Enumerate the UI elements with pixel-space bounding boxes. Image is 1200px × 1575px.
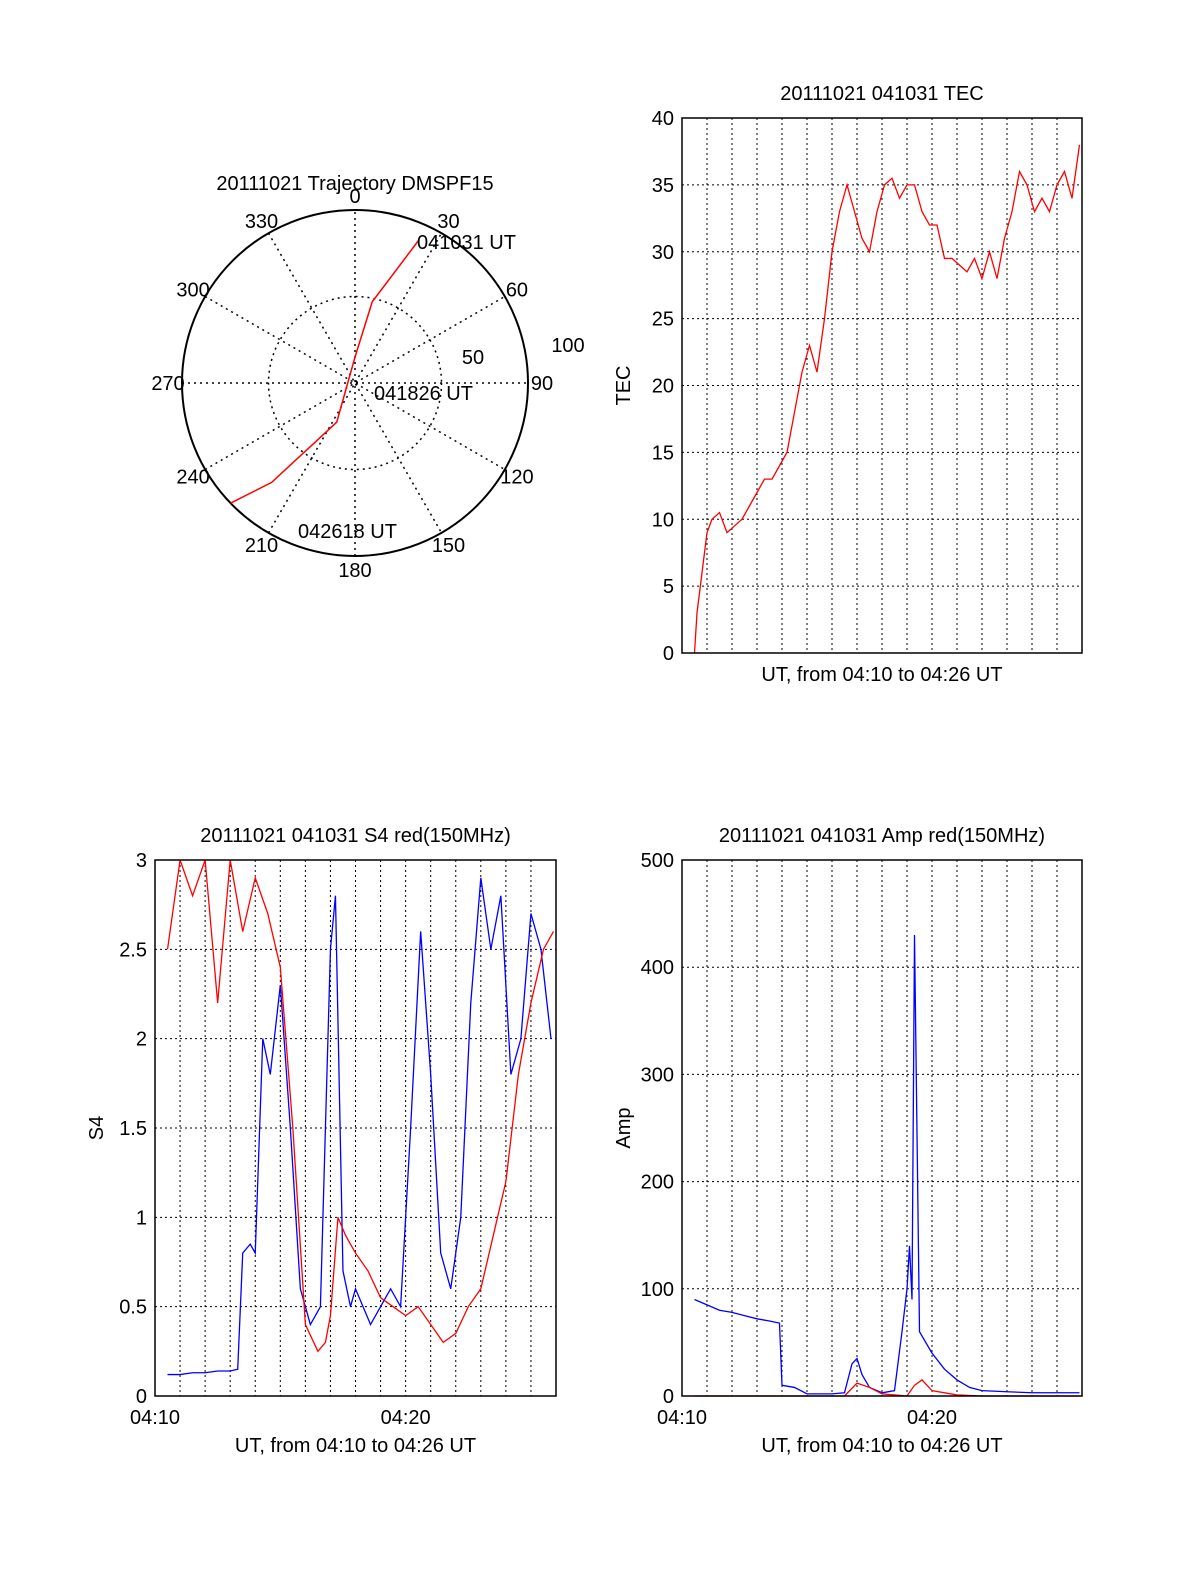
- s4-ytick-label: 3: [136, 850, 147, 872]
- polar-angle-label: 30: [437, 211, 459, 233]
- s4-ytick-label: 0: [136, 1386, 147, 1408]
- s4-xtick-label: 04:10: [130, 1407, 180, 1429]
- amp-ytick-label: 0: [663, 1386, 674, 1408]
- polar-angle-label: 150: [432, 535, 465, 557]
- polar-angle-label: 60: [506, 280, 528, 302]
- s4-ytick-label: 0.5: [119, 1297, 147, 1319]
- s4-ytick-label: 2: [136, 1029, 147, 1051]
- trajectory-start-label: 041031 UT: [417, 232, 516, 254]
- tec-ytick-label: 0: [663, 643, 674, 665]
- tec-ytick-label: 25: [652, 309, 674, 331]
- polar-angle-label: 0: [349, 186, 360, 208]
- s4-xtick-label: 04:20: [381, 1407, 431, 1429]
- tec-ytick-label: 35: [652, 175, 674, 197]
- polar-angle-label: 90: [531, 373, 553, 395]
- polar-spoke: [204, 295, 506, 471]
- polar-spoke: [204, 295, 506, 471]
- s4-ylabel: S4: [86, 1116, 108, 1140]
- s4-ytick-label: 2.5: [119, 939, 147, 961]
- s4-ytick-label: 1: [136, 1207, 147, 1229]
- trajectory-mid-label: 041826 UT: [374, 383, 473, 405]
- amp-xtick-label: 04:10: [657, 1407, 707, 1429]
- s4-frame: [154, 859, 557, 1397]
- tec-ytick-label: 20: [652, 376, 674, 398]
- tec-title: 20111021 041031 TEC: [780, 83, 984, 105]
- s4-title: 20111021 041031 S4 red(150MHz): [200, 825, 511, 847]
- amp-ytick-label: 300: [641, 1064, 674, 1086]
- tec-xlabel: UT, from 04:10 to 04:26 UT: [761, 664, 1002, 686]
- amp-ytick-label: 200: [641, 1172, 674, 1194]
- amp-ylabel: Amp: [613, 1107, 635, 1148]
- amp-frame: [681, 859, 1083, 1397]
- polar-angle-label: 240: [176, 467, 209, 489]
- tec-ytick-label: 40: [652, 108, 674, 130]
- s4-ytick-label: 1.5: [119, 1118, 147, 1140]
- amp-xlabel: UT, from 04:10 to 04:26 UT: [761, 1435, 1002, 1457]
- trajectory-end-label: 042618 UT: [298, 521, 397, 543]
- polar-angle-label: 120: [500, 467, 533, 489]
- trajectory-line: [230, 240, 419, 504]
- polar-angle-label: 210: [245, 535, 278, 557]
- tec-ylabel: TEC: [613, 366, 635, 406]
- s4-series-red: [166, 859, 555, 1353]
- polar-angle-label: 180: [338, 560, 371, 582]
- tec-ytick-label: 30: [652, 242, 674, 264]
- amp-ytick-label: 500: [641, 850, 674, 872]
- s4-series-blue: [167, 877, 552, 1376]
- amp-title: 20111021 041031 Amp red(150MHz): [719, 825, 1045, 847]
- amp-ytick-label: 100: [641, 1279, 674, 1301]
- amp-xtick-label: 04:20: [907, 1407, 957, 1429]
- amp-series-red: [694, 1379, 1080, 1397]
- s4-xlabel: UT, from 04:10 to 04:26 UT: [235, 1435, 476, 1457]
- polar-angle-label: 270: [151, 373, 184, 395]
- polar-radius-label: 50: [462, 347, 484, 369]
- tec-ytick-label: 15: [652, 442, 674, 464]
- tec-ytick-label: 5: [663, 576, 674, 598]
- tec-series-red: [693, 144, 1081, 654]
- polar-spoke: [267, 232, 443, 534]
- tec-ytick-label: 10: [652, 509, 674, 531]
- polar-radius-label: 100: [551, 335, 584, 357]
- polar-angle-label: 300: [176, 280, 209, 302]
- tec-frame: [681, 117, 1083, 654]
- polar-title: 20111021 Trajectory DMSPF15: [216, 173, 493, 195]
- amp-ytick-label: 400: [641, 957, 674, 979]
- amp-series-blue: [694, 935, 1080, 1395]
- polar-angle-label: 330: [245, 211, 278, 233]
- polar-spoke: [267, 232, 443, 534]
